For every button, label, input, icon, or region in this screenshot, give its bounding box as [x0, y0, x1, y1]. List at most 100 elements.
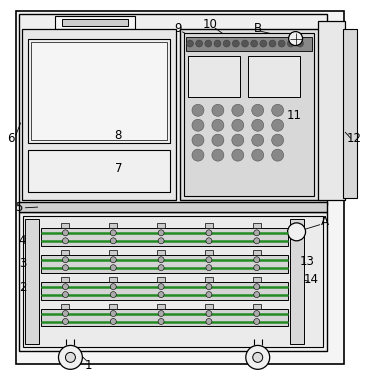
Circle shape [251, 40, 258, 47]
Bar [41, 255, 288, 273]
Bar [188, 55, 240, 97]
Bar [23, 216, 323, 348]
Text: 7: 7 [115, 161, 122, 175]
Circle shape [110, 257, 116, 263]
Bar [19, 212, 327, 351]
Circle shape [62, 283, 68, 290]
Bar [180, 28, 327, 200]
Text: B: B [254, 22, 262, 35]
Bar [56, 16, 135, 28]
Circle shape [59, 345, 82, 369]
Circle shape [252, 134, 264, 146]
Circle shape [206, 318, 212, 324]
Circle shape [272, 149, 283, 161]
Bar [62, 223, 69, 228]
Circle shape [158, 310, 164, 316]
Circle shape [254, 318, 260, 324]
Circle shape [232, 40, 239, 47]
Circle shape [232, 119, 244, 131]
Circle shape [252, 149, 264, 161]
Bar [25, 219, 38, 345]
Circle shape [206, 310, 212, 316]
Circle shape [158, 291, 164, 298]
Bar [205, 304, 213, 309]
Circle shape [158, 257, 164, 263]
Circle shape [110, 318, 116, 324]
Circle shape [223, 40, 230, 47]
Circle shape [110, 265, 116, 271]
Bar [253, 304, 261, 309]
Circle shape [269, 40, 276, 47]
Circle shape [206, 283, 212, 290]
Text: A: A [320, 215, 329, 229]
Circle shape [254, 238, 260, 244]
Text: 14: 14 [304, 273, 319, 286]
Circle shape [272, 119, 283, 131]
Circle shape [206, 238, 212, 244]
Text: 1: 1 [85, 359, 92, 372]
Circle shape [214, 40, 221, 47]
Bar [109, 223, 117, 228]
Circle shape [232, 104, 244, 116]
Circle shape [297, 40, 304, 47]
Bar [31, 42, 167, 140]
Circle shape [254, 283, 260, 290]
Circle shape [254, 230, 260, 236]
Circle shape [212, 119, 224, 131]
Bar [157, 277, 165, 282]
Circle shape [212, 104, 224, 116]
Circle shape [62, 265, 68, 271]
Text: 10: 10 [203, 18, 217, 31]
Bar [253, 250, 261, 255]
Circle shape [65, 352, 75, 362]
Circle shape [206, 257, 212, 263]
Circle shape [110, 291, 116, 298]
Circle shape [254, 310, 260, 316]
Circle shape [260, 40, 267, 47]
Bar [28, 39, 170, 143]
Bar [157, 223, 165, 228]
Circle shape [253, 352, 263, 362]
Bar [253, 277, 261, 282]
Bar [205, 250, 213, 255]
Bar [248, 55, 300, 97]
Circle shape [192, 119, 204, 131]
Circle shape [158, 230, 164, 236]
Circle shape [62, 310, 68, 316]
Bar [62, 19, 128, 26]
Circle shape [158, 265, 164, 271]
Circle shape [212, 149, 224, 161]
Bar [205, 277, 213, 282]
Bar [157, 304, 165, 309]
Circle shape [289, 31, 303, 45]
Bar [157, 250, 165, 255]
Circle shape [246, 345, 270, 369]
Circle shape [62, 257, 68, 263]
Bar [109, 304, 117, 309]
Bar [62, 304, 69, 309]
Bar [22, 28, 176, 200]
Text: 9: 9 [174, 22, 182, 35]
Bar [186, 36, 311, 50]
Bar [19, 202, 327, 212]
Bar [28, 150, 170, 192]
Text: 6: 6 [7, 132, 15, 145]
Circle shape [186, 40, 194, 47]
Circle shape [206, 291, 212, 298]
Text: 5: 5 [15, 201, 22, 215]
Text: 13: 13 [300, 255, 315, 268]
Bar [344, 28, 357, 198]
Text: 8: 8 [115, 129, 122, 142]
Circle shape [158, 238, 164, 244]
Text: 11: 11 [287, 109, 302, 122]
Circle shape [272, 104, 283, 116]
Circle shape [232, 134, 244, 146]
Circle shape [272, 134, 283, 146]
Bar [289, 219, 304, 345]
Bar [16, 11, 344, 364]
Circle shape [62, 230, 68, 236]
Text: 4: 4 [19, 234, 26, 247]
Bar [62, 277, 69, 282]
Circle shape [232, 149, 244, 161]
Circle shape [158, 318, 164, 324]
